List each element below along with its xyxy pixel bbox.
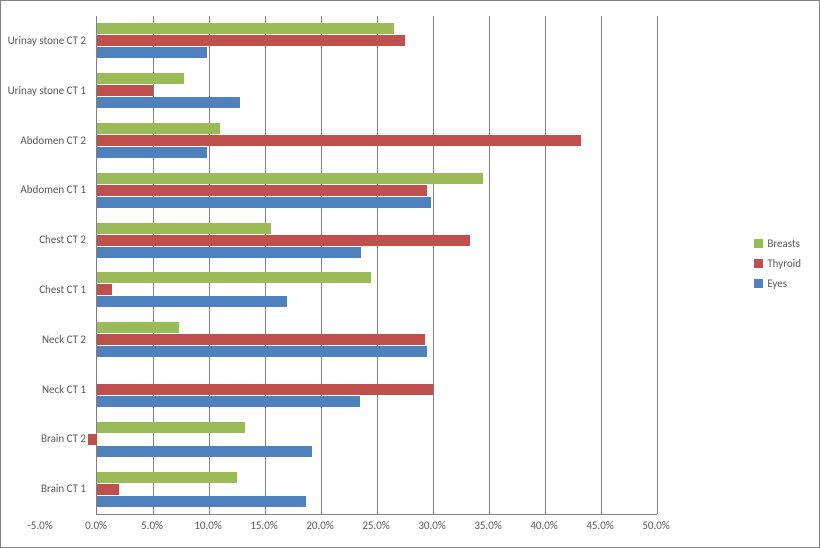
category-label: Abdomen CT 2: [1, 134, 86, 147]
legend-swatch: [754, 239, 763, 248]
plot-area: [96, 16, 657, 515]
legend-label: Breasts: [767, 237, 800, 250]
gridline: [657, 16, 658, 514]
legend-swatch: [754, 259, 763, 268]
gridline: [265, 16, 266, 514]
bar-breasts: [97, 123, 220, 134]
category-label: Brain CT 2: [1, 432, 86, 445]
x-tick-label: 0.0%: [85, 519, 107, 532]
bar-eyes: [97, 396, 360, 407]
gridline: [153, 16, 154, 514]
category-label: Brain CT 1: [1, 482, 86, 495]
bar-eyes: [97, 446, 312, 457]
legend: Breasts Thyroid Eyes: [754, 233, 801, 293]
bar-thyroid: [97, 35, 405, 46]
bar-breasts: [97, 422, 245, 433]
category-label: Abdomen CT 1: [1, 183, 86, 196]
legend-item: Thyroid: [754, 253, 801, 273]
category-label: Urinay stone CT 1: [1, 84, 86, 97]
bar-eyes: [97, 47, 207, 58]
x-tick-label: 25.0%: [362, 519, 389, 532]
bar-thyroid: [88, 434, 97, 445]
bar-thyroid: [97, 384, 433, 395]
bar-thyroid: [97, 185, 427, 196]
bar-eyes: [97, 147, 207, 158]
legend-label: Eyes: [767, 277, 787, 290]
category-label: Chest CT 2: [1, 233, 86, 246]
bar-breasts: [97, 173, 483, 184]
gridline: [377, 16, 378, 514]
gridline: [321, 16, 322, 514]
gridline: [601, 16, 602, 514]
bar-breasts: [97, 73, 184, 84]
category-label: Urinay stone CT 2: [1, 34, 86, 47]
bar-thyroid: [97, 484, 119, 495]
category-label: Neck CT 1: [1, 383, 86, 396]
bar-thyroid: [97, 334, 425, 345]
bar-eyes: [97, 197, 431, 208]
bar-breasts: [97, 322, 179, 333]
bar-breasts: [97, 23, 394, 34]
x-tick-label: 5.0%: [141, 519, 163, 532]
legend-swatch: [754, 279, 763, 288]
gridline: [433, 16, 434, 514]
bar-eyes: [97, 496, 306, 507]
chart-frame: Breasts Thyroid Eyes -5.0% 0.0% 5.0% 10.0% 15.…: [0, 0, 820, 548]
bar-thyroid: [97, 85, 153, 96]
legend-item: Breasts: [754, 233, 801, 253]
x-tick-label: 20.0%: [306, 519, 333, 532]
x-tick-label: -5.0%: [27, 519, 52, 532]
category-label: Neck CT 2: [1, 333, 86, 346]
legend-item: Eyes: [754, 273, 801, 293]
bar-breasts: [97, 472, 237, 483]
x-tick-label: 30.0%: [418, 519, 445, 532]
bar-breasts: [97, 272, 371, 283]
x-tick-label: 15.0%: [250, 519, 277, 532]
bar-thyroid: [97, 135, 581, 146]
gridline: [545, 16, 546, 514]
bar-eyes: [97, 296, 287, 307]
bar-eyes: [97, 97, 240, 108]
x-tick-label: 35.0%: [474, 519, 501, 532]
x-tick-label: 45.0%: [586, 519, 613, 532]
legend-label: Thyroid: [767, 257, 801, 270]
bar-thyroid: [97, 235, 470, 246]
x-tick-label: 50.0%: [642, 519, 669, 532]
x-tick-label: 10.0%: [194, 519, 221, 532]
bar-breasts: [97, 223, 271, 234]
x-tick-label: 40.0%: [530, 519, 557, 532]
bar-eyes: [97, 346, 427, 357]
bar-eyes: [97, 247, 361, 258]
category-label: Chest CT 1: [1, 283, 86, 296]
gridline: [209, 16, 210, 514]
gridline: [489, 16, 490, 514]
bar-thyroid: [97, 284, 112, 295]
